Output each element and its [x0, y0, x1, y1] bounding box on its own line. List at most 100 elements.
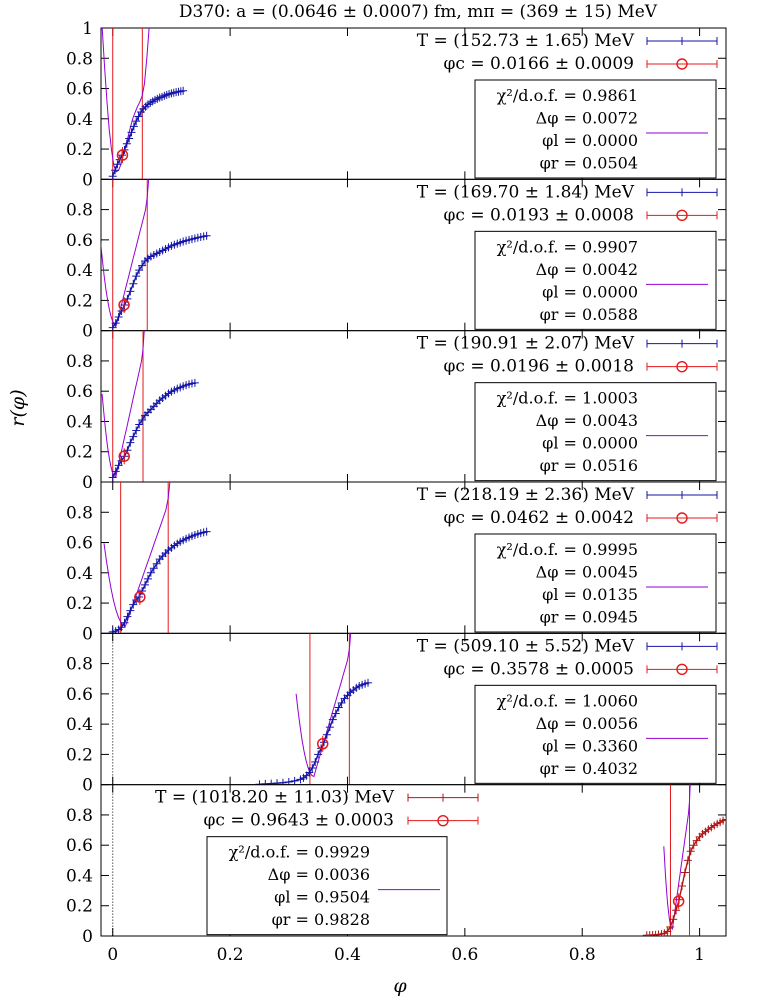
fit-info-box: [474, 382, 717, 482]
y-tick-label: 0.4: [66, 715, 93, 735]
data-point: [129, 600, 138, 609]
fit-chi2-label: χ²/d.o.f. = 0.9995: [497, 540, 638, 559]
y-tick-label: 0.8: [66, 503, 93, 523]
y-tick-label: 0.2: [66, 897, 93, 917]
data-point: [722, 815, 726, 824]
legend-temperature-label: T = (218.19 ± 2.36) MeV: [417, 485, 635, 505]
data-point: [135, 420, 144, 429]
legend-data-sample: [646, 37, 718, 45]
x-tick-label: 0.6: [451, 945, 478, 965]
data-point: [672, 906, 681, 915]
panel-3: 0 0.2 0.4 0.6 0.8 T = (190.91 ± 2.07) MeV φc =…: [66, 330, 727, 493]
data-point: [686, 847, 695, 856]
data-point: [328, 715, 337, 724]
data-point: [146, 568, 155, 577]
data-point: [117, 623, 126, 632]
panel-frame: [100, 784, 727, 937]
y-tick-label: 0.2: [66, 443, 93, 463]
data-point: [114, 461, 123, 470]
data-point: [111, 319, 120, 328]
panel-1: 0 0.2 0.4 0.6 0.8 1 T = (152.73 ± 1.65) MeV φc …: [66, 19, 727, 190]
fit-dphi-label: Δφ = 0.0043: [536, 411, 638, 430]
data-point: [663, 927, 672, 936]
fit-curve: [295, 633, 352, 778]
legend-center-sample: [407, 814, 479, 827]
fit-chi2-label: χ²/d.o.f. = 1.0060: [497, 691, 638, 710]
legend-temperature-label: T = (1018.20 ± 11.03) MeV: [155, 788, 395, 808]
legend-center-sample: [646, 663, 718, 676]
y-tick-label: 0.2: [66, 291, 93, 311]
data-point: [135, 593, 144, 602]
data-point: [179, 86, 188, 95]
y-tick-label: 0.8: [66, 655, 93, 675]
data-point: [114, 313, 123, 322]
data-point: [126, 606, 135, 615]
fit-phir-label: φr = 0.0504: [540, 154, 638, 173]
data-point: [683, 856, 692, 865]
data-point: [132, 272, 141, 281]
data-point: [113, 160, 122, 169]
data-point: [337, 698, 346, 707]
legend-data-sample: [646, 339, 718, 348]
chart-panels: 0 0.2 0.4 0.6 0.8 1 T = (152.73 ± 1.65) MeV φc …: [66, 19, 727, 947]
y-tick-label: 0: [82, 322, 93, 342]
y-tick-label: 0: [82, 927, 93, 947]
data-point: [149, 564, 158, 573]
data-point: [123, 612, 132, 621]
legend-phic-label: φc = 0.9643 ± 0.0003: [204, 811, 395, 831]
fit-curve: [101, 179, 150, 327]
fit-phil-label: φl = 0.0135: [542, 585, 638, 604]
data-point: [202, 527, 211, 536]
fit-dphi-label: Δφ = 0.0042: [536, 260, 638, 279]
fit-phil-label: φl = 0.0000: [542, 131, 638, 150]
fit-phir-label: φr = 0.0516: [540, 456, 638, 475]
data-point: [132, 426, 141, 435]
legend-center-sample: [646, 360, 718, 373]
legend-data-sample: [407, 793, 479, 802]
data-point: [152, 559, 161, 568]
panel-4: 0 0.2 0.4 0.6 0.8 T = (218.19 ± 2.36) MeV φc =…: [66, 481, 727, 644]
data-point: [305, 768, 314, 777]
data-point: [322, 730, 331, 739]
fit-info-box: [474, 533, 717, 633]
fit-chi2-label: χ²/d.o.f. = 0.9861: [497, 86, 638, 105]
legend-temperature-label: T = (169.70 ± 1.84) MeV: [417, 182, 635, 202]
fit-dphi-label: Δφ = 0.0056: [536, 714, 638, 733]
panel-2: 0 0.2 0.4 0.6 0.8 T = (169.70 ± 1.84) MeV φc =…: [66, 178, 727, 342]
legend-data-sample: [646, 188, 718, 197]
fit-phil-label: φl = 0.0000: [542, 282, 638, 301]
fit-chi2-label: χ²/d.o.f. = 0.9907: [497, 237, 638, 256]
data-point: [334, 703, 343, 712]
y-tick-label: 0: [82, 776, 93, 796]
legend-temperature-label: T = (190.91 ± 2.07) MeV: [417, 334, 635, 354]
y-tick-label: 0: [82, 624, 93, 644]
y-tick-label: 0.6: [66, 685, 93, 705]
fit-phir-label: φr = 0.0588: [540, 305, 638, 324]
data-point: [314, 750, 323, 759]
y-tick-label: 0.4: [66, 110, 93, 130]
y-tick-label: 0.2: [66, 745, 93, 765]
x-tick-label: 0.8: [569, 945, 596, 965]
legend-phic-label: φc = 0.0166 ± 0.0009: [444, 54, 635, 74]
data-point: [290, 776, 299, 785]
legend-center-sample: [646, 58, 718, 70]
data-point: [126, 287, 135, 296]
y-tick-label: 0.4: [66, 866, 93, 886]
data-point: [135, 266, 144, 275]
legend-phic-label: φc = 0.0196 ± 0.0018: [444, 357, 635, 377]
data-point: [129, 432, 138, 441]
y-tick-label: 0: [82, 473, 93, 493]
data-point: [122, 139, 131, 148]
fit-phil-label: φl = 0.3360: [542, 736, 638, 755]
y-tick-label: 0.4: [66, 564, 93, 584]
fit-phil-label: φl = 0.9504: [274, 888, 370, 907]
data-point: [331, 709, 340, 718]
fit-curve: [663, 784, 691, 931]
data-point: [311, 757, 320, 766]
data-point: [278, 778, 287, 785]
data-point: [111, 166, 120, 175]
y-tick-label: 0.6: [66, 231, 93, 251]
x-axis-ticks: 0 0.2 0.4 0.6 0.8 1: [107, 945, 705, 965]
panel-6: 0 0.2 0.4 0.6 0.8 T = (1018.20 ± 11.03) MeV φc…: [66, 784, 727, 947]
